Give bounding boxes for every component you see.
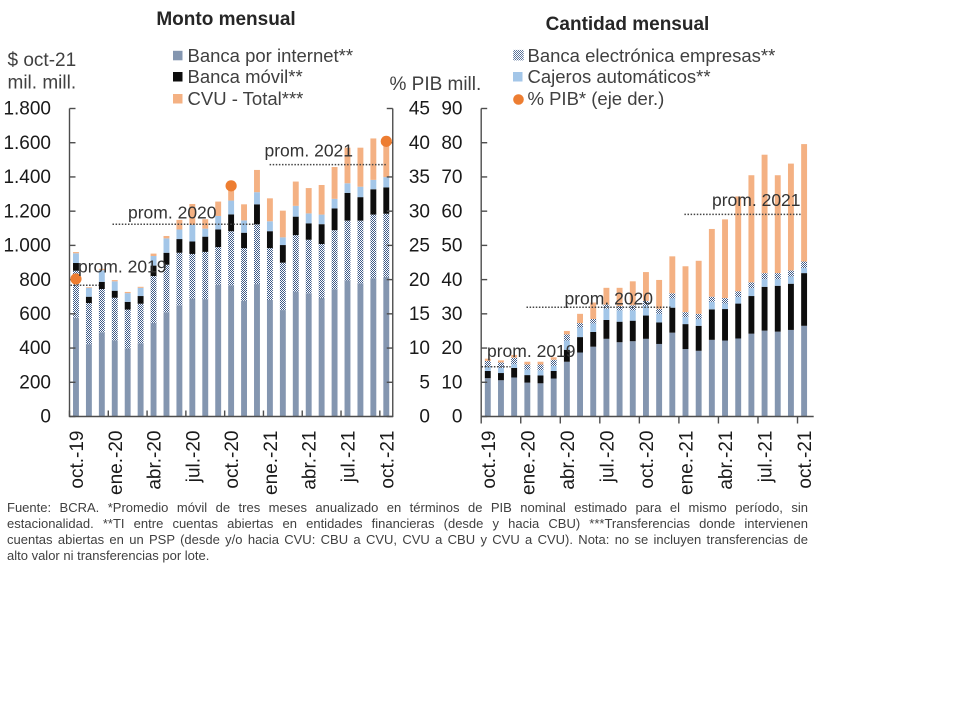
svg-text:oct.-21: oct.-21 <box>795 431 816 489</box>
svg-text:jul.-20: jul.-20 <box>597 431 618 484</box>
svg-text:$ oct-21: $ oct-21 <box>8 50 77 71</box>
svg-text:abr.-21: abr.-21 <box>300 431 321 490</box>
svg-text:25: 25 <box>409 236 430 257</box>
svg-text:800: 800 <box>19 270 51 291</box>
svg-text:90: 90 <box>441 99 462 120</box>
svg-text:15: 15 <box>409 304 430 325</box>
svg-text:30: 30 <box>441 304 462 325</box>
svg-text:oct.-21: oct.-21 <box>377 431 398 489</box>
svg-text:40: 40 <box>441 270 462 291</box>
svg-text:prom. 2021: prom. 2021 <box>265 140 354 160</box>
svg-text:Banca móvil**: Banca móvil** <box>188 66 303 87</box>
svg-text:prom. 2020: prom. 2020 <box>128 203 217 223</box>
svg-text:1.400: 1.400 <box>3 167 51 188</box>
svg-text:70: 70 <box>441 167 462 188</box>
svg-text:60: 60 <box>441 201 462 222</box>
svg-text:10: 10 <box>441 372 462 393</box>
svg-text:oct.-20: oct.-20 <box>637 431 658 489</box>
svg-text:Banca electrónica empresas**: Banca electrónica empresas** <box>528 45 776 66</box>
svg-text:10: 10 <box>409 338 430 359</box>
svg-text:400: 400 <box>19 338 51 359</box>
svg-text:5: 5 <box>419 372 430 393</box>
svg-text:CVU - Total***: CVU - Total*** <box>188 88 304 109</box>
svg-text:600: 600 <box>19 304 51 325</box>
svg-text:oct.-20: oct.-20 <box>222 431 243 489</box>
svg-text:Cajeros automáticos**: Cajeros automáticos** <box>528 66 711 87</box>
svg-text:45: 45 <box>409 99 430 120</box>
svg-text:1.000: 1.000 <box>3 236 51 257</box>
svg-text:40: 40 <box>409 133 430 154</box>
svg-text:% PIB: % PIB <box>390 74 443 95</box>
svg-text:200: 200 <box>19 372 51 393</box>
svg-text:mil. mill.: mil. mill. <box>8 73 77 94</box>
svg-text:prom. 2020: prom. 2020 <box>565 289 654 309</box>
svg-text:prom. 2021: prom. 2021 <box>712 190 801 210</box>
svg-text:1.200: 1.200 <box>3 201 51 222</box>
svg-text:ene.-21: ene.-21 <box>677 431 698 495</box>
svg-text:prom. 2019: prom. 2019 <box>78 256 167 276</box>
svg-text:ene.-20: ene.-20 <box>106 431 127 495</box>
svg-text:80: 80 <box>441 133 462 154</box>
svg-text:mill.: mill. <box>448 74 482 95</box>
svg-text:abr.-20: abr.-20 <box>145 431 166 490</box>
svg-text:20: 20 <box>409 270 430 291</box>
svg-text:1.800: 1.800 <box>3 99 51 120</box>
svg-text:% PIB* (eje der.): % PIB* (eje der.) <box>528 88 665 109</box>
svg-text:prom. 2019: prom. 2019 <box>487 341 576 361</box>
svg-text:Cantidad mensual: Cantidad mensual <box>546 14 710 35</box>
svg-text:50: 50 <box>441 236 462 257</box>
svg-text:jul.-21: jul.-21 <box>339 431 360 484</box>
svg-text:20: 20 <box>441 338 462 359</box>
svg-text:Monto mensual: Monto mensual <box>156 9 295 30</box>
svg-text:0: 0 <box>452 407 463 428</box>
svg-text:0: 0 <box>419 407 430 428</box>
svg-text:30: 30 <box>409 201 430 222</box>
svg-text:ene.-21: ene.-21 <box>261 431 282 495</box>
svg-text:35: 35 <box>409 167 430 188</box>
svg-text:Banca por internet**: Banca por internet** <box>188 45 354 66</box>
svg-text:oct.-19: oct.-19 <box>67 431 88 489</box>
svg-text:abr.-20: abr.-20 <box>558 431 579 490</box>
svg-text:oct.-19: oct.-19 <box>479 431 500 489</box>
svg-text:abr.-21: abr.-21 <box>716 431 737 490</box>
svg-text:1.600: 1.600 <box>3 133 51 154</box>
svg-text:jul.-20: jul.-20 <box>183 431 204 484</box>
svg-text:jul.-21: jul.-21 <box>756 431 777 484</box>
svg-text:0: 0 <box>40 407 51 428</box>
svg-text:ene.-20: ene.-20 <box>518 431 539 495</box>
